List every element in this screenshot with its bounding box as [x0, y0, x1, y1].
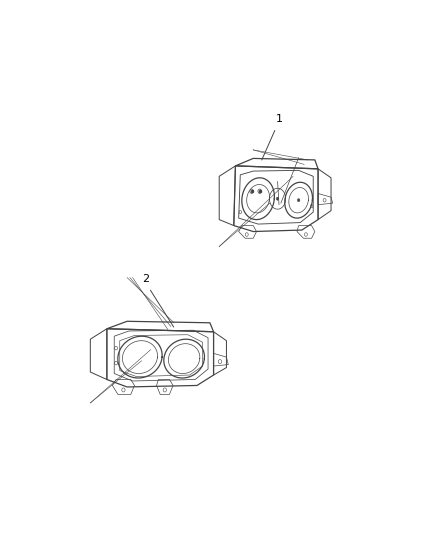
Text: 2: 2: [142, 273, 149, 284]
Circle shape: [297, 199, 300, 202]
Circle shape: [276, 197, 279, 200]
Text: 1: 1: [276, 114, 283, 124]
